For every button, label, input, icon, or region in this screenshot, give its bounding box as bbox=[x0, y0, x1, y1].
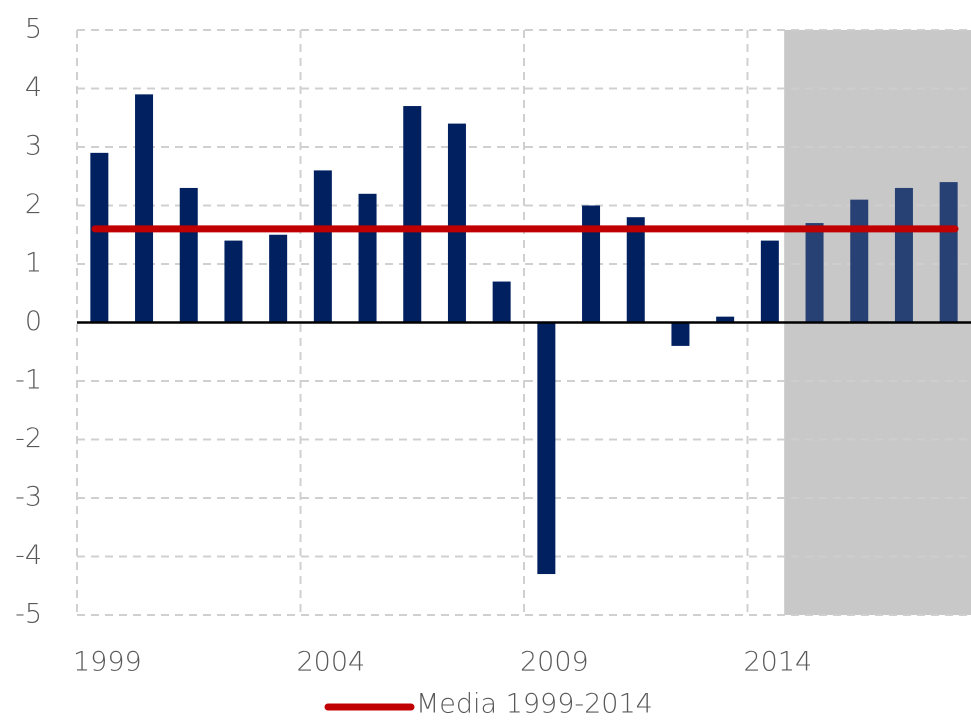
bar bbox=[805, 223, 824, 323]
x-tick-label: 2014 bbox=[743, 647, 812, 678]
bar bbox=[939, 182, 958, 323]
y-tick-label: 2 bbox=[25, 189, 42, 220]
y-tick-label: 5 bbox=[25, 14, 42, 45]
y-tick-label: -4 bbox=[15, 540, 42, 571]
bar bbox=[135, 94, 154, 323]
bar bbox=[537, 322, 556, 575]
bar bbox=[671, 322, 690, 346]
bar bbox=[224, 240, 243, 323]
x-tick-label: 2009 bbox=[520, 647, 589, 678]
x-tick-label: 1999 bbox=[73, 647, 142, 678]
bar bbox=[626, 217, 645, 323]
bar bbox=[716, 316, 735, 323]
bar bbox=[179, 187, 198, 323]
legend-label: Media 1999-2014 bbox=[416, 689, 653, 720]
y-tick-label: 3 bbox=[25, 131, 42, 162]
y-tick-label: 1 bbox=[25, 248, 42, 279]
bar bbox=[760, 240, 779, 323]
bar bbox=[582, 205, 601, 323]
y-tick-label: 0 bbox=[25, 306, 42, 337]
bar bbox=[447, 123, 466, 323]
y-tick-label: -5 bbox=[15, 599, 42, 630]
y-tick-label: -2 bbox=[15, 423, 42, 454]
bar bbox=[492, 281, 511, 323]
bar bbox=[269, 234, 288, 323]
bar bbox=[358, 193, 377, 323]
y-tick-label: 4 bbox=[25, 72, 42, 103]
bar bbox=[313, 170, 332, 323]
bar bbox=[90, 152, 109, 323]
y-tick-label: -3 bbox=[15, 482, 42, 513]
bar bbox=[894, 187, 913, 323]
y-tick-label: -1 bbox=[15, 365, 42, 396]
x-tick-label: 2004 bbox=[296, 647, 365, 678]
bar bbox=[403, 106, 422, 323]
